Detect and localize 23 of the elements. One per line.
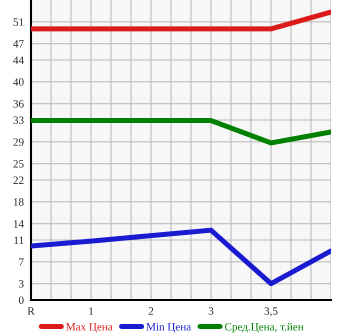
- x-tick-label: 3,5: [264, 307, 278, 316]
- y-tick-label: 44: [13, 56, 24, 64]
- x-tick-label: 1: [89, 307, 94, 315]
- y-tick-label: 33: [13, 116, 24, 124]
- y-tick-label: 25: [13, 160, 24, 168]
- y-tick-label: 7: [19, 258, 24, 266]
- y-tick-label: 3: [19, 280, 24, 288]
- x-tick-label: R: [28, 307, 35, 315]
- y-tick-label: 51: [14, 18, 24, 26]
- x-tick-label: 2: [148, 307, 154, 315]
- y-tick-label: 22: [13, 176, 24, 184]
- y-tick-label: 11: [14, 236, 24, 244]
- y-tick-label: 18: [14, 198, 24, 206]
- legend-label: Max Цена: [66, 323, 113, 333]
- y-tick-label: 0: [18, 296, 24, 304]
- y-tick-label: 36: [13, 100, 24, 108]
- legend-label: Min Цена: [146, 323, 192, 333]
- y-tick-label: 40: [13, 78, 24, 86]
- y-tick-label: 29: [13, 138, 24, 146]
- x-tick-label: 3: [208, 307, 214, 315]
- y-tick-label: 47: [13, 40, 24, 48]
- legend-label: Сред.Цена, т.йен: [224, 322, 304, 333]
- y-tick-label: 14: [14, 220, 24, 228]
